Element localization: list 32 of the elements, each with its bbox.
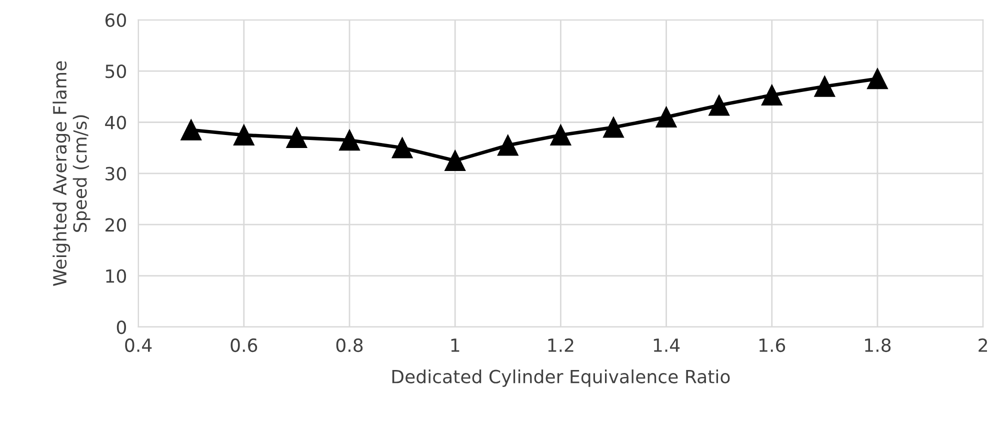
point [392, 137, 413, 158]
point [233, 124, 254, 146]
point [656, 106, 677, 128]
x-tick-label: 0.6 [230, 338, 258, 352]
point [180, 120, 202, 140]
point [444, 150, 466, 172]
y-tick-label: 50 [106, 64, 126, 78]
y-tick-label: 0 [116, 320, 126, 334]
point [761, 84, 782, 106]
y-tick-label: 30 [106, 166, 126, 181]
y-axis-title: Weighted Average Flame Speed (cm/s) [52, 61, 90, 286]
point [814, 76, 836, 97]
point [497, 134, 518, 156]
x-tick-label: 0.4 [125, 338, 152, 352]
point [339, 130, 360, 151]
point [550, 124, 572, 146]
x-tick-label: 1.2 [548, 338, 574, 352]
y-tick-label: 60 [105, 13, 126, 27]
x-tick-label: 1.8 [865, 338, 891, 352]
x-axis-title: Dedicated Cylinder Equivalence Ratio [392, 369, 730, 387]
x-tick-label: 2 [978, 338, 987, 352]
point [286, 127, 308, 148]
x-tick-label: 1 [451, 338, 460, 352]
x-tick-label: 0.8 [336, 338, 363, 352]
x-tick-label: 1.6 [760, 338, 786, 352]
y-tick-label: 40 [105, 116, 126, 130]
x-tick-label: 1.4 [654, 338, 680, 352]
y-tick-label: 20 [106, 218, 126, 232]
point [603, 116, 624, 138]
point [867, 68, 888, 90]
y-tick-label: 10 [106, 269, 126, 283]
point [708, 94, 730, 116]
